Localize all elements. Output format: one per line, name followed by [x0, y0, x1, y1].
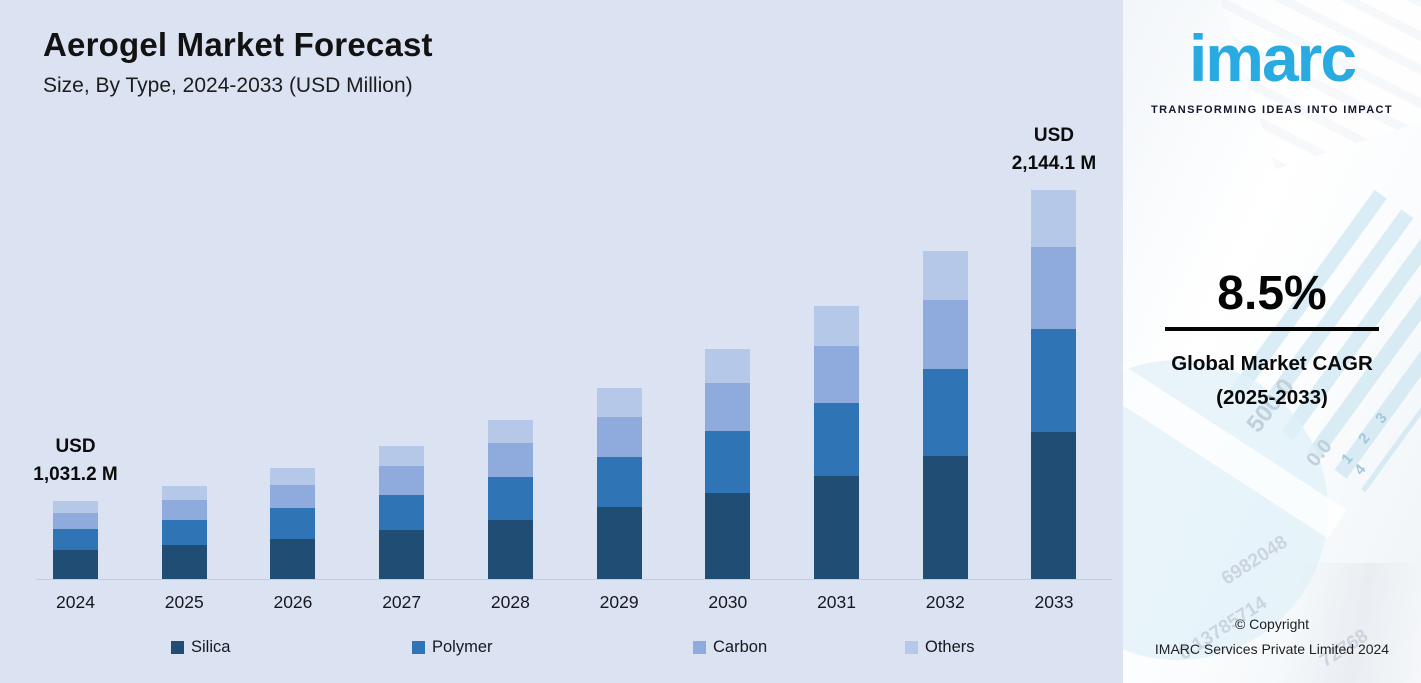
bar-segment-carbon-2032	[922, 300, 968, 369]
bar-segment-silica-2033	[1031, 432, 1077, 579]
bar-segment-silica-2026	[270, 539, 316, 579]
bar-segment-carbon-2033	[1031, 247, 1077, 329]
bar-segment-others-2030	[705, 349, 751, 383]
bar-segment-silica-2027	[379, 530, 425, 579]
bar-segment-others-2028	[487, 420, 533, 443]
bar-segment-silica-2024	[53, 550, 98, 579]
bar-segment-carbon-2031	[814, 346, 860, 403]
legend-item-others: Others	[905, 638, 975, 657]
x-axis-label-2026: 2026	[273, 592, 313, 612]
bar-segment-silica-2030	[705, 493, 751, 579]
legend-label: Polymer	[432, 638, 493, 656]
copyright: © Copyright IMARC Services Private Limit…	[1123, 612, 1421, 662]
copyright-line2: IMARC Services Private Limited 2024	[1154, 641, 1390, 657]
bar-2027	[379, 446, 425, 579]
bar-segment-others-2027	[379, 446, 425, 466]
bar-segment-polymer-2031	[814, 403, 860, 476]
imarc-logo: imarc TRANSFORMING IDEAS INTO IMPACT	[1123, 14, 1421, 116]
bar-segment-polymer-2027	[379, 495, 425, 530]
legend-swatch-polymer	[412, 641, 425, 654]
bar-segment-others-2029	[596, 388, 642, 417]
bar-segment-polymer-2025	[161, 520, 207, 545]
x-axis-label-2033: 2033	[1034, 592, 1074, 612]
bar-segment-carbon-2026	[270, 485, 316, 508]
total-label-2033: USD 2,144.1 M	[1011, 125, 1097, 174]
total-label-2024: USD 1,031.2 M	[33, 436, 118, 485]
bar-segment-carbon-2030	[705, 383, 751, 431]
bar-segment-polymer-2024	[53, 529, 98, 550]
chart-section: Aerogel Market Forecast Size, By Type, 2…	[0, 0, 1123, 683]
legend-label: Carbon	[713, 638, 768, 656]
bar-segment-polymer-2028	[487, 477, 533, 520]
x-axis-label-2027: 2027	[382, 592, 422, 612]
bar-2026	[270, 468, 316, 579]
legend-label: Silica	[191, 638, 231, 656]
legend-swatch-carbon	[693, 641, 706, 654]
bar-segment-others-2026	[270, 468, 316, 485]
bar-segment-polymer-2032	[922, 369, 968, 456]
bar-segment-silica-2029	[596, 507, 642, 579]
x-axis-label-2024: 2024	[56, 592, 95, 612]
chart-subtitle: Size, By Type, 2024-2033 (USD Million)	[43, 74, 413, 97]
x-axis-label-2032: 2032	[925, 592, 965, 612]
bar-segment-carbon-2024	[53, 513, 98, 529]
imarc-logo-text: imarc	[1188, 21, 1357, 95]
cagr-divider	[1165, 327, 1379, 331]
bar-2025	[161, 486, 207, 579]
bar-2032	[922, 251, 968, 579]
bar-segment-silica-2025	[161, 545, 207, 579]
bar-2031	[814, 306, 860, 579]
bar-segment-polymer-2029	[596, 457, 642, 507]
cagr-block: 8.5% Global Market CAGR (2025-2033)	[1123, 266, 1421, 415]
watermark-axis-value: 0.0	[1302, 435, 1337, 471]
copyright-line1: © Copyright	[1234, 616, 1310, 632]
bar-2030	[705, 349, 751, 579]
bar-segment-silica-2031	[814, 476, 860, 579]
bar-segment-carbon-2029	[596, 417, 642, 457]
cagr-value: 8.5%	[1217, 267, 1327, 320]
x-axis-label-2029: 2029	[599, 592, 639, 612]
bar-2029	[596, 388, 642, 579]
legend-label: Others	[925, 638, 975, 656]
legend-swatch-others	[905, 641, 918, 654]
cagr-label-line1: Global Market CAGR	[1171, 352, 1373, 375]
legend-swatch-silica	[171, 641, 184, 654]
x-axis-label-2025: 2025	[164, 592, 204, 612]
bar-segment-silica-2028	[487, 520, 533, 579]
bar-segment-others-2031	[814, 306, 860, 346]
legend-item-silica: Silica	[171, 638, 230, 657]
bar-2024	[53, 501, 98, 579]
bar-segment-polymer-2030	[705, 431, 751, 493]
legend-item-polymer: Polymer	[412, 638, 493, 657]
bar-segment-others-2033	[1031, 190, 1077, 247]
imarc-logo-tagline: TRANSFORMING IDEAS INTO IMPACT	[1150, 104, 1394, 116]
bar-segment-polymer-2033	[1031, 329, 1077, 432]
watermark-number: 6982048	[1217, 531, 1292, 590]
x-axis-label-2031: 2031	[817, 592, 856, 612]
bar-segment-carbon-2025	[161, 500, 207, 520]
bar-segment-others-2025	[161, 486, 207, 500]
bar-segment-polymer-2026	[270, 508, 316, 539]
bar-2028	[487, 420, 533, 579]
x-axis-line	[36, 579, 1112, 580]
legend-item-carbon: Carbon	[693, 638, 767, 657]
bar-segment-others-2024	[53, 501, 98, 513]
x-axis-label-2030: 2030	[708, 592, 748, 612]
bar-segment-carbon-2027	[379, 466, 425, 495]
bar-segment-carbon-2028	[487, 443, 533, 477]
chart-title: Aerogel Market Forecast	[43, 26, 433, 63]
stacked-bar-plot: 2024 2025 2026 2027 2028 2029 2030 2031 2032 2033…	[33, 125, 1097, 657]
bar-2033	[1031, 190, 1077, 579]
bar-segment-silica-2032	[922, 456, 968, 579]
brand-panel: 500.0 0.0 1 2 3 4 6982048 0.13785714 727…	[1123, 0, 1421, 683]
cagr-label-line2: (2025-2033)	[1216, 386, 1328, 409]
x-axis-label-2028: 2028	[490, 592, 530, 612]
bar-segment-others-2032	[922, 251, 968, 300]
